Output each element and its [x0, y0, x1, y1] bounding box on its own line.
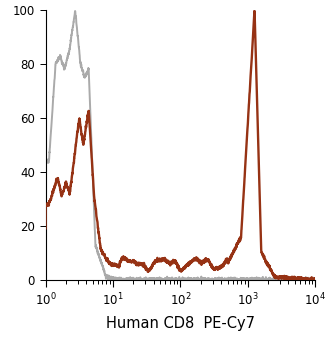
X-axis label: Human CD8  PE-Cy7: Human CD8 PE-Cy7	[106, 316, 255, 331]
